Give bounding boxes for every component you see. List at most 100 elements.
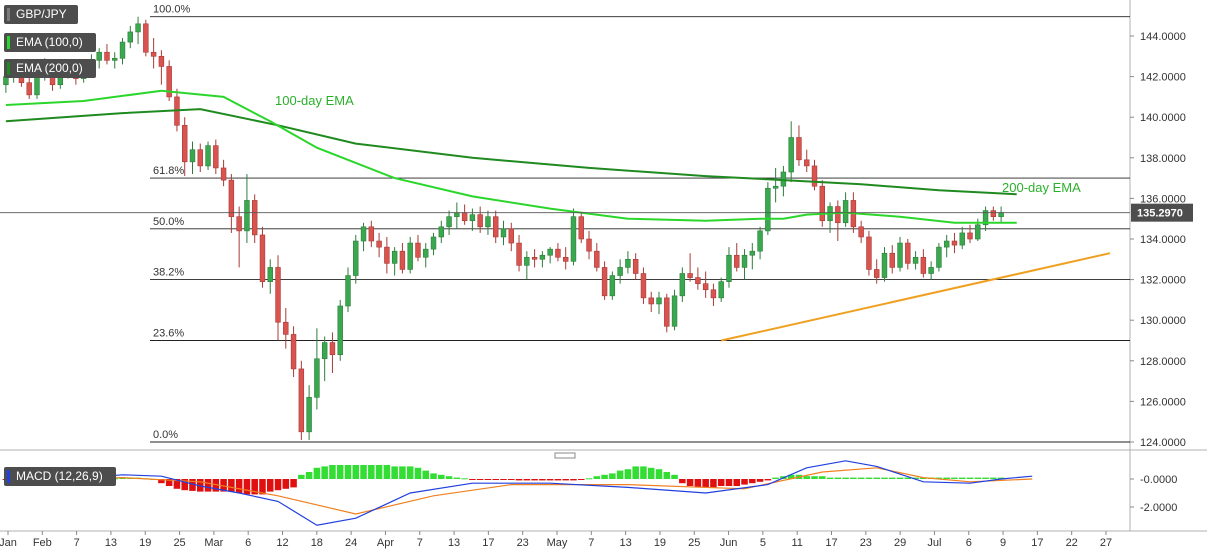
macd-histogram-bar [375, 465, 383, 479]
macd-histogram-bar [966, 477, 974, 479]
candle-body [337, 305, 343, 356]
legend-symbol[interactable]: GBP/JPY [4, 5, 78, 24]
candle-body [788, 137, 794, 173]
candle-body [710, 289, 717, 299]
macd-histogram-bar [609, 473, 616, 479]
macd-histogram-bar [764, 479, 772, 481]
macd-histogram-bar [173, 479, 181, 489]
macd-histogram-bar [492, 479, 499, 480]
candle-body [119, 41, 126, 59]
candle-body [734, 254, 740, 268]
macd-histogram-bar [920, 477, 927, 479]
macd-histogram-bar [484, 479, 492, 480]
macd-histogram-bar [686, 479, 694, 486]
candle-body [306, 397, 312, 433]
fib-label: 50.0% [153, 216, 184, 228]
candle-body [905, 242, 911, 264]
candle-body [345, 275, 351, 307]
candle-body [648, 297, 654, 305]
candle-body [601, 267, 608, 297]
macd-histogram-bar [181, 479, 188, 491]
candle-body [454, 212, 460, 217]
date-tick-label: 22 [1066, 537, 1078, 549]
legend-macd-label: MACD (12,26,9) [16, 469, 103, 483]
candle-body [283, 321, 289, 335]
macd-histogram-bar [982, 477, 989, 479]
fib-label: 23.6% [153, 328, 184, 340]
candle-body [415, 242, 421, 258]
macd-histogram-bar [399, 466, 406, 479]
candle-body [726, 254, 732, 282]
macd-histogram-bar [368, 465, 375, 479]
legend-symbol-label: GBP/JPY [16, 7, 67, 21]
macd-histogram-bar [888, 477, 896, 479]
candle-body [687, 273, 693, 278]
date-tick-label: 9 [1000, 537, 1006, 549]
legend-ema100[interactable]: EMA (100,0) [4, 33, 96, 52]
candle-body [329, 342, 336, 356]
date-tick-label: 29 [894, 537, 906, 549]
legend-ema200-label: EMA (200,0) [16, 61, 83, 75]
macd-histogram-bar [725, 479, 733, 486]
candle-body [570, 216, 577, 262]
candle-body [586, 238, 592, 252]
date-tick-label: 7 [74, 537, 80, 549]
candle-body [617, 267, 623, 276]
candle-body [998, 212, 1004, 217]
candle-body [951, 240, 958, 246]
candle-body [702, 283, 709, 291]
candle-body [982, 210, 989, 226]
trendline [720, 252, 1111, 342]
macd-histogram-bar [476, 479, 484, 480]
candle-body [469, 214, 476, 222]
candle-body [695, 277, 701, 284]
macd-histogram-bar [881, 477, 888, 479]
macd-histogram-bar [158, 479, 165, 484]
macd-histogram-bar [640, 466, 647, 479]
macd-histogram-bar [819, 476, 826, 479]
candle-body [975, 224, 981, 240]
date-tick-label: 17 [1031, 537, 1043, 549]
date-tick-label: 23 [517, 537, 529, 549]
price-axis: 144.0000 142.0000 140.0000 138.0000 136.0000… [0, 31, 1193, 449]
candle-body [267, 267, 273, 282]
candle-body [493, 216, 499, 238]
candle-body [936, 246, 942, 268]
candle-body [679, 273, 686, 297]
macd-histogram-bar [873, 477, 880, 479]
macd-histogram-bar [741, 479, 748, 485]
candle-body [26, 82, 32, 96]
candle-body [943, 240, 950, 248]
candle-body [741, 254, 748, 268]
date-tick-label: 24 [345, 537, 357, 549]
candle-body [228, 179, 235, 217]
date-tick-label: Mar [204, 537, 223, 549]
candle-body [96, 51, 102, 61]
legend-ema200[interactable]: EMA (200,0) [4, 59, 96, 78]
candle-body [127, 31, 134, 43]
price-tick-label: 128.0000 [1140, 356, 1186, 368]
macd-histogram-bar [624, 469, 632, 479]
candle-body [656, 297, 662, 305]
date-tick-label: 27 [1100, 537, 1112, 549]
candle-body [423, 248, 429, 258]
macd-histogram-bar [391, 466, 398, 479]
macd-histogram-bar [266, 479, 274, 492]
legend-swatch [7, 62, 10, 75]
macd-histogram-bar [220, 479, 227, 492]
macd-histogram-bar [842, 477, 849, 479]
macd-histogram-bar [663, 472, 671, 479]
macd-histogram-bar [601, 474, 608, 479]
candle-body [368, 226, 375, 242]
date-tick-label: Jan [0, 537, 17, 549]
macd-histogram-bar [632, 466, 639, 479]
candle-body [275, 267, 281, 323]
macd-histogram-bar [430, 473, 437, 479]
macd-histogram-bar [500, 479, 507, 480]
macd-histogram-bar [531, 479, 538, 481]
legend-swatch [7, 36, 10, 49]
macd-histogram-bar [647, 467, 655, 479]
legend-macd[interactable]: MACD (12,26,9) [4, 467, 116, 486]
date-tick-label: 13 [448, 537, 460, 549]
